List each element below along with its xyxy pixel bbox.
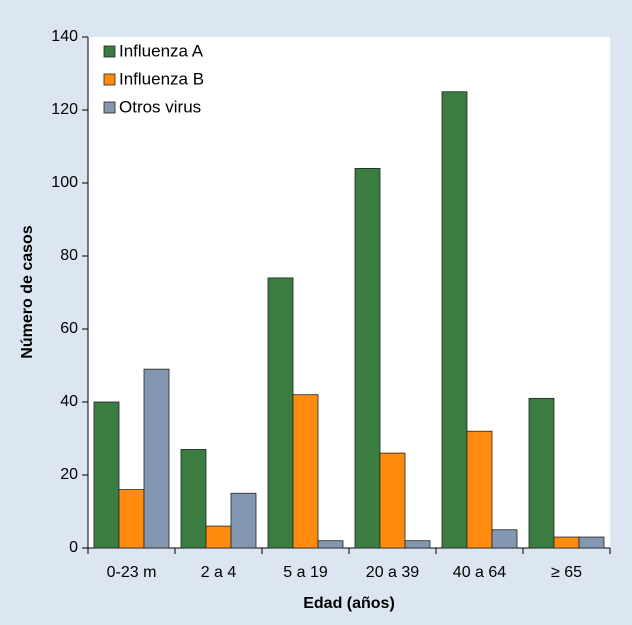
y-tick-label: 20	[60, 466, 78, 483]
bar	[466, 430, 493, 549]
bar	[180, 449, 207, 549]
legend-swatch	[103, 101, 116, 114]
bar	[404, 540, 431, 549]
legend-swatch	[103, 73, 116, 86]
bar	[578, 536, 605, 549]
legend-label: Influenza A	[119, 41, 204, 60]
x-tick-label: 20 a 39	[366, 564, 419, 581]
bar	[267, 277, 294, 549]
bar	[93, 401, 120, 549]
x-tick-label: 2 a 4	[201, 564, 237, 581]
y-tick-label: 100	[51, 174, 78, 191]
bar	[143, 368, 170, 549]
plot-area	[88, 37, 610, 548]
bar	[491, 529, 518, 549]
bar	[441, 91, 468, 549]
legend-label: Otros virus	[119, 97, 201, 116]
x-tick-label: ≥ 65	[551, 564, 582, 581]
x-tick-label: 0-23 m	[107, 564, 157, 581]
x-axis-title: Edad (años)	[303, 595, 395, 612]
bar	[317, 540, 344, 549]
y-tick-label: 40	[60, 393, 78, 410]
y-tick-label: 140	[51, 28, 78, 45]
x-tick-label: 5 a 19	[283, 564, 328, 581]
bar	[354, 167, 381, 549]
bar	[528, 397, 555, 549]
bar	[205, 525, 232, 549]
legend-label: Influenza B	[119, 69, 204, 88]
bar	[292, 394, 319, 549]
y-tick-label: 0	[69, 539, 78, 556]
bar	[230, 492, 257, 549]
y-tick-label: 60	[60, 320, 78, 337]
x-tick-label: 40 a 64	[453, 564, 506, 581]
y-axis-title: Número de casos	[19, 225, 36, 358]
bar	[379, 452, 406, 549]
bar	[118, 489, 145, 549]
legend-swatch	[103, 45, 116, 58]
y-tick-label: 80	[60, 247, 78, 264]
bar	[553, 536, 580, 549]
y-tick-label: 120	[51, 101, 78, 118]
